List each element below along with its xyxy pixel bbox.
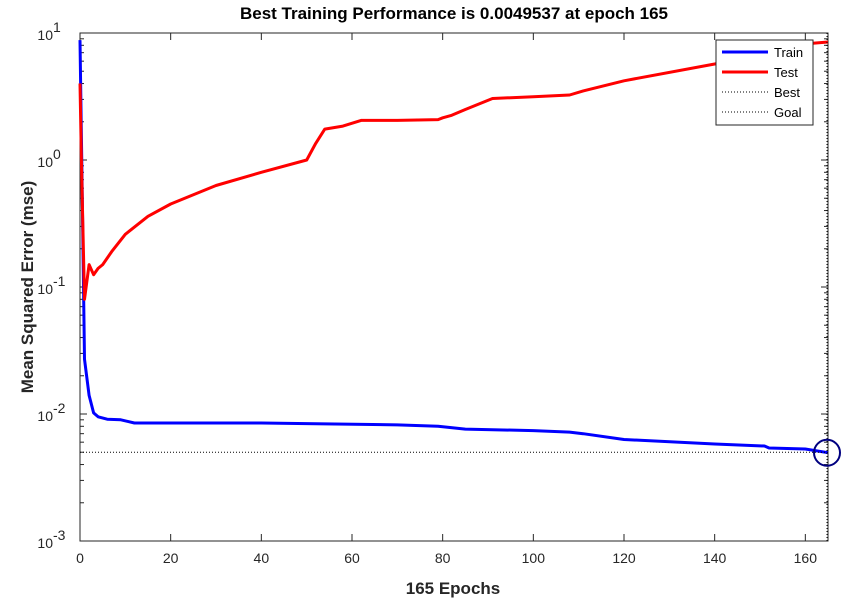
legend: Train Test Best Goal [715,39,814,126]
y-tick-exponent: -1 [53,273,66,289]
x-tick-label: 60 [344,550,360,566]
legend-box [715,39,814,126]
legend-test-label: Test [774,65,798,80]
x-tick-label: 0 [76,550,84,566]
x-axis-label: 165 Epochs [406,579,501,598]
y-tick-exponent: -2 [53,400,66,416]
y-tick-base: 10 [37,408,53,424]
y-tick-base: 10 [37,27,53,43]
x-tick-label: 120 [612,550,636,566]
x-tick-label: 140 [703,550,727,566]
y-tick-base: 10 [37,154,53,170]
legend-goal-label: Goal [774,105,802,120]
axes-box [79,32,829,542]
y-tick-label: 10 [37,408,53,424]
y-tick-label: 10 [37,27,53,43]
train-series-line [78,40,829,455]
legend-best-label: Best [774,85,800,100]
chart-title: Best Training Performance is 0.0049537 a… [240,4,668,23]
y-tick-label: 10 [37,281,53,297]
y-tick-label: 10 [37,535,53,551]
x-tick-labels: 0 20 40 60 80 100 120 140 160 [76,550,817,566]
y-axis-label: Mean Squared Error (mse) [18,181,37,394]
x-tick-label: 100 [522,550,546,566]
y-tick-exponent: 0 [53,146,61,162]
y-tick-label: 10 [37,154,53,170]
y-tick-exponent: 1 [53,19,61,35]
test-series-line [78,40,829,301]
y-tick-exponent: -3 [53,527,66,543]
legend-train-label: Train [774,45,803,60]
y-tick-base: 10 [37,281,53,297]
x-tick-label: 40 [254,550,270,566]
series-lines [78,33,829,541]
x-tick-label: 160 [794,550,818,566]
plot-area [78,32,841,542]
x-tick-label: 20 [163,550,179,566]
x-tick-label: 80 [435,550,451,566]
best-point-marker [813,438,841,467]
y-tick-base: 10 [37,535,53,551]
